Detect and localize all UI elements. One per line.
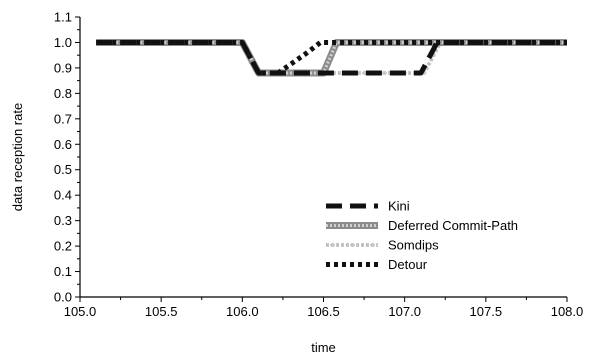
x-tick-label: 108.0 (551, 304, 584, 319)
legend-item-detour: Detour (326, 257, 428, 272)
y-tick-label: 0.5 (54, 162, 72, 177)
y-tick-label: 0.6 (54, 137, 72, 152)
legend: Kini Deferred Commit-Path Somdips Detour (326, 199, 518, 272)
x-tick-label: 107.0 (388, 304, 421, 319)
series-deferred-commit-path (96, 39, 567, 77)
y-tick-label: 0.4 (54, 188, 72, 203)
series-line-detour (96, 40, 567, 76)
x-tick-label: 105.5 (145, 304, 178, 319)
y-tick-label: 0.8 (54, 86, 72, 101)
y-tick-label: 1.1 (54, 10, 72, 25)
y-tick-label: 0.0 (54, 290, 72, 305)
axes: 0.0 0.1 0.2 0.3 0.4 0.5 0.6 0.7 0.8 0.9 1.0 1.1 105.… (54, 10, 583, 320)
series-layer (96, 39, 567, 77)
y-tick-label: 0.3 (54, 213, 72, 228)
legend-label-kini: Kini (388, 199, 410, 214)
legend-item-somdips: Somdips (326, 238, 439, 253)
series-line-deferred-commit-path (96, 39, 567, 77)
series-detour (96, 40, 567, 76)
legend-label-deferred-commit-path: Deferred Commit-Path (388, 218, 518, 233)
legend-item-deferred-commit-path: Deferred Commit-Path (326, 218, 518, 233)
legend-item-kini: Kini (326, 199, 410, 214)
y-tick-label: 0.2 (54, 239, 72, 254)
x-tick-label: 105.0 (64, 304, 97, 319)
y-axis-title: data reception rate (10, 103, 25, 211)
x-tick-label: 106.5 (307, 304, 340, 319)
x-tick-label: 106.0 (226, 304, 259, 319)
y-tick-label: 0.9 (54, 60, 72, 75)
x-tick-label: 107.5 (470, 304, 503, 319)
x-axis-title: time (311, 340, 336, 355)
legend-label-somdips: Somdips (388, 238, 439, 253)
y-tick-label: 1.0 (54, 35, 72, 50)
y-tick-label: 0.7 (54, 111, 72, 126)
legend-label-detour: Detour (388, 257, 428, 272)
y-tick-label: 0.1 (54, 264, 72, 279)
